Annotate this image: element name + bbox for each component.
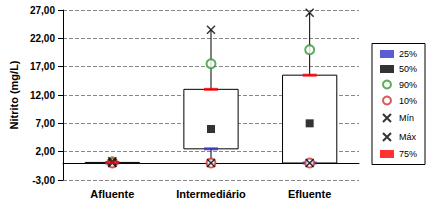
- svg-text:12,00: 12,00: [30, 90, 55, 101]
- svg-text:2,00: 2,00: [36, 146, 56, 157]
- svg-text:75%: 75%: [399, 149, 417, 159]
- svg-text:Afluente: Afluente: [90, 188, 134, 200]
- svg-text:25%: 25%: [399, 49, 417, 59]
- svg-text:7,00: 7,00: [36, 118, 56, 129]
- svg-text:50%: 50%: [399, 64, 417, 74]
- svg-text:Máx: Máx: [399, 132, 417, 142]
- svg-text:Intermediário: Intermediário: [176, 188, 246, 200]
- svg-text:Efluente: Efluente: [288, 188, 331, 200]
- svg-text:17,00: 17,00: [30, 61, 55, 72]
- svg-text:22,00: 22,00: [30, 33, 55, 44]
- svg-text:90%: 90%: [399, 80, 417, 90]
- svg-text:27,00: 27,00: [30, 5, 55, 16]
- svg-text:Nitrito (mg/L): Nitrito (mg/L): [8, 60, 20, 129]
- svg-text:-3,00: -3,00: [32, 175, 55, 186]
- svg-text:10%: 10%: [399, 96, 417, 106]
- svg-text:Mín: Mín: [399, 113, 414, 123]
